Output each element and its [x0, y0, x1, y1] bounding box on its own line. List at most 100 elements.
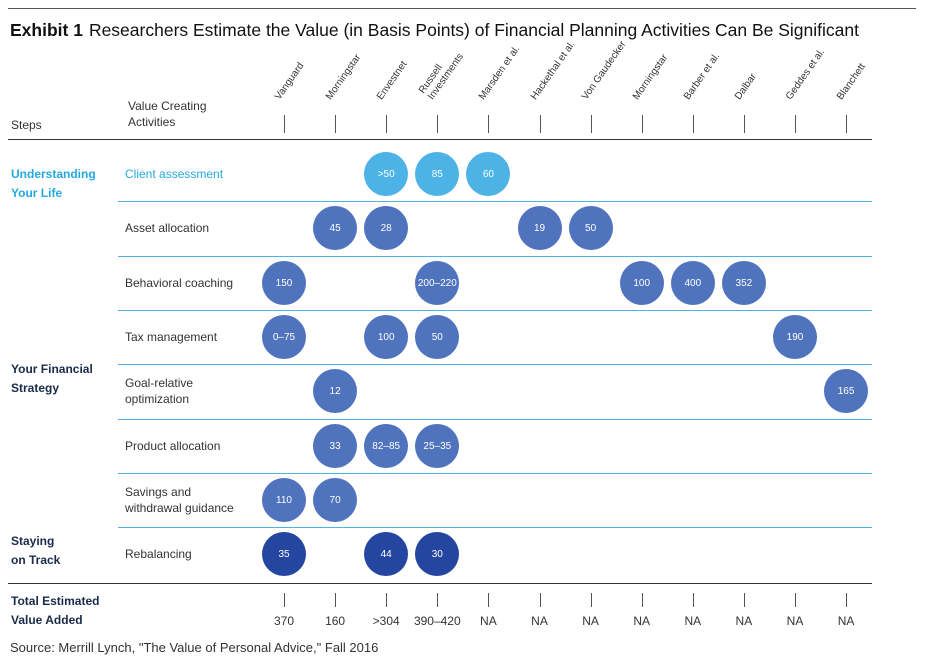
source-name: Marsden et al. — [477, 43, 523, 102]
source-name: Vanguard — [272, 60, 307, 102]
header-tick — [488, 115, 490, 133]
activity-label: Client assessment — [125, 167, 224, 181]
value-bubble: 60 — [466, 152, 511, 196]
total-value: 390–420 — [413, 614, 461, 628]
total-value: 370 — [273, 614, 295, 628]
source-name: Geddes et al. — [783, 46, 828, 102]
header-tick — [590, 115, 592, 133]
value-bubble: 400 — [670, 261, 715, 305]
total-value: >304 — [372, 614, 400, 628]
header-tick — [539, 115, 541, 133]
activity-label: Rebalancing — [125, 547, 192, 561]
activity-label: Behavioral coaching — [125, 276, 234, 290]
value-bubble: 85 — [415, 152, 460, 196]
exhibit-number: Exhibit 1 — [10, 20, 83, 40]
total-value: NA — [837, 614, 855, 628]
total-tick — [488, 593, 490, 607]
value-bubble: 50 — [568, 206, 613, 250]
total-tick — [795, 593, 796, 607]
totals-separator — [8, 583, 872, 584]
total-value: NA — [735, 614, 753, 628]
value-bubble: 30 — [415, 532, 460, 576]
total-value: 160 — [325, 614, 346, 628]
row-divider — [118, 201, 872, 202]
total-tick — [590, 593, 592, 607]
value-bubble: 70 — [313, 478, 358, 522]
total-value: NA — [582, 614, 599, 628]
value-bubble: 100 — [619, 261, 664, 305]
row-divider — [118, 527, 872, 528]
header-tick — [692, 115, 694, 133]
value-bubble: 50 — [415, 315, 460, 359]
total-value: NA — [633, 614, 651, 628]
header-tick — [846, 115, 848, 133]
value-bubble: >50 — [364, 152, 409, 196]
header-tick — [437, 115, 439, 133]
value-bubble: 19 — [517, 206, 562, 250]
exhibit-title-text: Researchers Estimate the Value (in Basis… — [88, 20, 859, 40]
row-divider — [118, 419, 872, 420]
source-name: Blanchett — [835, 61, 869, 102]
value-bubble: 25–35 — [415, 424, 460, 468]
row-divider — [118, 256, 872, 257]
total-tick — [743, 593, 745, 607]
source-name: Barber et al. — [681, 51, 723, 102]
header-tick — [386, 115, 388, 133]
value-bubble: 33 — [313, 424, 358, 468]
header-separator — [8, 139, 872, 140]
value-bubble: 44 — [364, 532, 409, 576]
total-value: NA — [480, 614, 497, 628]
total-value: NA — [786, 614, 804, 628]
total-tick — [539, 593, 541, 607]
total-tick — [692, 593, 694, 607]
header-tick — [743, 115, 745, 133]
source-name: Hackethal et al. — [528, 39, 578, 102]
total-tick — [335, 593, 337, 607]
activities-header: Value Creating Activities — [128, 99, 207, 129]
activity-label: Savings and withdrawal guidance — [125, 485, 234, 515]
value-bubble: 165 — [824, 369, 869, 413]
source-name: Morningstar — [630, 52, 670, 102]
value-bubble: 200–220 — [415, 261, 460, 305]
row-divider — [118, 364, 872, 365]
value-bubble: 190 — [773, 315, 817, 359]
value-bubble: 28 — [364, 206, 409, 250]
row-divider — [118, 310, 872, 311]
total-tick — [386, 593, 388, 607]
value-bubble: 0–75 — [262, 315, 306, 359]
section-label: Staying on Track — [11, 534, 61, 567]
top-rule — [8, 8, 916, 9]
section-label: Your Financial Strategy — [11, 362, 93, 395]
source-name: Dalbar — [732, 71, 759, 102]
total-label: Total Estimated Value Added — [11, 594, 100, 627]
total-tick — [437, 593, 439, 607]
total-tick — [284, 593, 285, 607]
activity-label: Goal-relative optimization — [125, 376, 194, 406]
total-tick — [641, 593, 643, 607]
source-name: Von Gaudecker — [579, 39, 629, 102]
header-tick — [284, 115, 285, 133]
row-divider — [118, 473, 872, 474]
value-bubble: 12 — [313, 369, 358, 413]
source-name: Russell Investments — [417, 51, 467, 102]
value-bubble: 82–85 — [364, 424, 409, 468]
value-bubble: 45 — [313, 206, 358, 250]
exhibit-title: Exhibit 1 Researchers Estimate the Value … — [10, 20, 859, 41]
total-value: NA — [684, 614, 702, 628]
steps-header: Steps — [11, 118, 42, 132]
source-note: Source: Merrill Lynch, "The Value of Per… — [10, 640, 379, 655]
value-bubble: 150 — [262, 261, 306, 305]
value-bubble: 35 — [262, 532, 306, 576]
activity-label: Asset allocation — [125, 221, 210, 235]
value-bubble: 352 — [721, 261, 766, 305]
activity-label: Tax management — [125, 330, 218, 344]
source-name: Morningstar — [324, 52, 364, 102]
header-tick — [641, 115, 643, 133]
total-value: NA — [531, 614, 548, 628]
total-tick — [846, 593, 848, 607]
value-bubble: 110 — [262, 478, 306, 522]
header-tick — [795, 115, 796, 133]
activity-label: Product allocation — [125, 439, 221, 453]
source-name: Envestnet — [375, 59, 410, 102]
header-tick — [335, 115, 337, 133]
